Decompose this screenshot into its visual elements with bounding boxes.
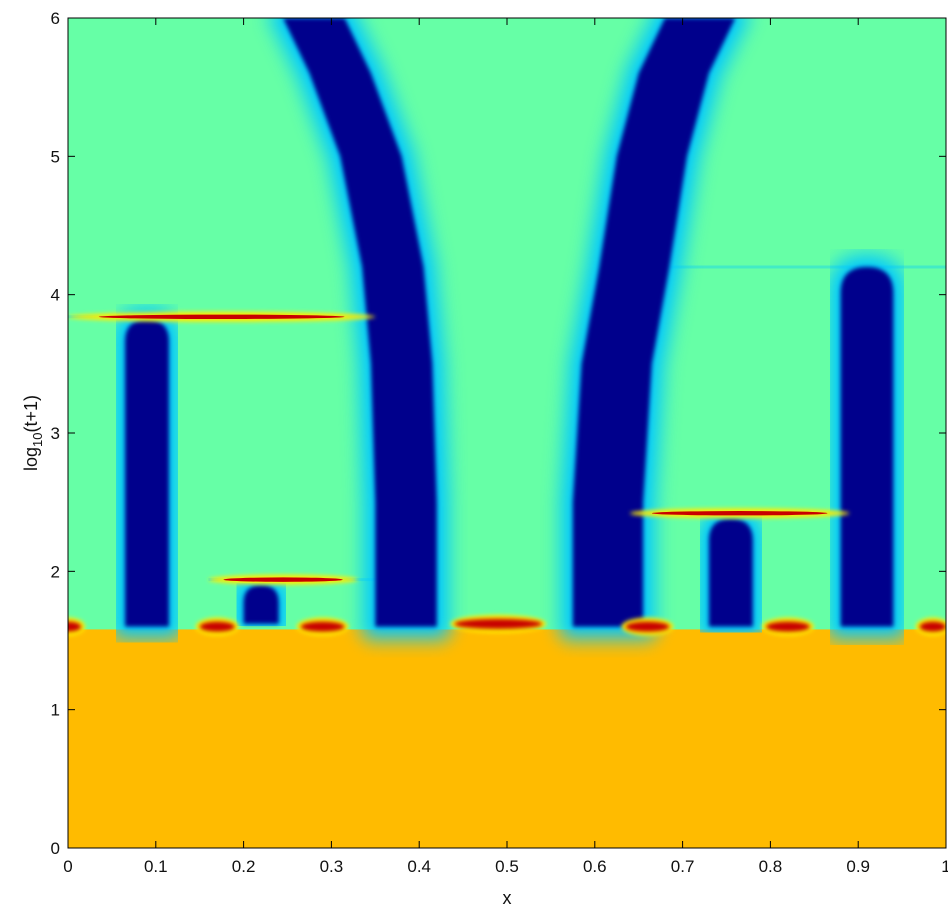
y-tick-label: 1 — [51, 701, 60, 720]
band — [820, 247, 914, 647]
interface-spot — [454, 618, 543, 629]
x-tick-label: 0.6 — [583, 857, 607, 876]
spike — [98, 314, 345, 319]
band-core — [243, 585, 279, 624]
y-tick-label: 5 — [51, 147, 60, 166]
band — [552, 18, 756, 647]
interface-spot — [68, 621, 82, 632]
spikes — [68, 311, 850, 585]
x-tick-label: 0.5 — [495, 857, 519, 876]
interface — [68, 614, 946, 636]
x-tick-label: 0.4 — [407, 857, 431, 876]
band-core — [125, 319, 169, 627]
x-tick-label: 0.3 — [320, 857, 344, 876]
band-core — [283, 18, 437, 627]
spike — [223, 577, 343, 582]
x-axis-label: x — [503, 888, 512, 908]
band-core — [840, 267, 894, 627]
band-core — [572, 18, 736, 627]
x-tick-label: 0.2 — [232, 857, 256, 876]
y-tick-label: 0 — [51, 839, 60, 858]
interface-spot — [766, 621, 810, 632]
y-axis-ticks: 0 1 2 3 4 5 6 — [51, 9, 946, 858]
x-axis-ticks: 0 0.1 0.2 0.3 0.4 0.5 0.6 0.7 0.8 0.9 1 — [63, 18, 948, 876]
interface-spot — [199, 621, 235, 632]
y-tick-label: 6 — [51, 9, 60, 28]
x-tick-label: 0.9 — [846, 857, 870, 876]
x-tick-label: 0.1 — [144, 857, 168, 876]
interface-spot — [625, 621, 670, 632]
y-tick-label: 3 — [51, 424, 60, 443]
x-tick-label: 0.7 — [671, 857, 695, 876]
band — [105, 299, 189, 647]
band — [688, 498, 773, 647]
x-tick-label: 1 — [941, 857, 948, 876]
spike — [651, 511, 828, 516]
bands — [105, 18, 914, 647]
interface-spot — [919, 621, 946, 632]
x-tick-label: 0.8 — [759, 857, 783, 876]
band — [223, 565, 299, 644]
initial-state-region — [68, 629, 946, 848]
x-tick-label: 0 — [63, 857, 72, 876]
interface-spot — [300, 621, 345, 632]
y-tick-label: 2 — [51, 562, 60, 581]
y-axis-label: log10(t+1) — [21, 395, 45, 471]
band-core — [708, 518, 753, 627]
y-tick-label: 4 — [51, 286, 60, 305]
band — [263, 18, 457, 647]
